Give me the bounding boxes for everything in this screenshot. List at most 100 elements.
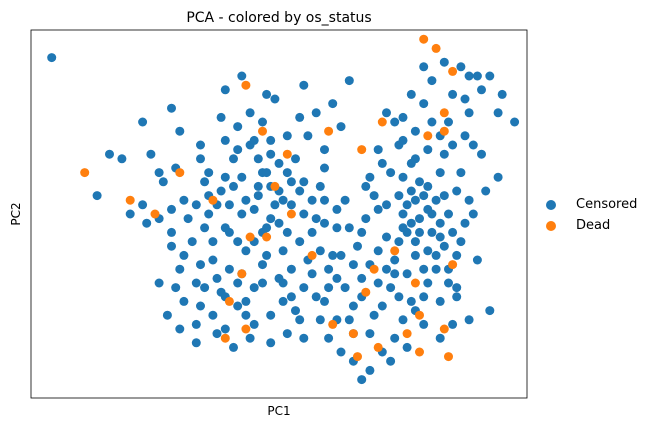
point-censored: [117, 154, 127, 164]
point-censored: [369, 191, 379, 201]
point-censored: [249, 283, 259, 293]
point-dead: [357, 145, 367, 155]
point-censored: [373, 246, 383, 256]
point-censored: [286, 292, 296, 302]
point-censored: [320, 296, 329, 306]
point-censored: [444, 117, 453, 127]
point-censored: [460, 218, 470, 228]
point-censored: [278, 246, 288, 256]
point-censored: [212, 329, 222, 339]
point-dead: [419, 34, 429, 44]
point-censored: [233, 145, 243, 155]
point-censored: [361, 181, 371, 191]
point-censored: [435, 333, 445, 343]
point-censored: [386, 356, 396, 366]
point-censored: [224, 264, 234, 274]
point-censored: [344, 315, 354, 325]
point-dead: [328, 319, 338, 329]
point-censored: [179, 296, 189, 306]
point-censored: [485, 71, 495, 81]
point-dead: [270, 181, 280, 191]
point-censored: [299, 283, 309, 293]
point-censored: [220, 85, 230, 95]
point-censored: [303, 131, 313, 141]
point-dead: [373, 342, 383, 352]
point-censored: [315, 315, 325, 325]
point-censored: [348, 260, 358, 270]
point-censored: [311, 292, 321, 302]
point-censored: [262, 168, 272, 178]
point-censored: [382, 200, 391, 210]
point-censored: [187, 237, 197, 247]
point-censored: [282, 227, 292, 237]
point-dead: [410, 278, 420, 288]
point-censored: [324, 333, 334, 343]
point-censored: [423, 181, 433, 191]
point-censored: [216, 112, 226, 122]
point-censored: [452, 186, 462, 196]
point-censored: [468, 209, 478, 219]
point-dead: [237, 269, 247, 279]
point-censored: [299, 177, 309, 187]
point-censored: [410, 250, 420, 260]
point-censored: [460, 94, 470, 104]
point-censored: [175, 126, 185, 136]
point-censored: [320, 195, 329, 205]
plot-frame: [30, 29, 528, 399]
point-censored: [406, 296, 416, 306]
point-censored: [332, 204, 342, 214]
point-censored: [200, 283, 210, 293]
point-censored: [419, 99, 429, 109]
point-censored: [340, 195, 350, 205]
point-censored: [229, 181, 238, 191]
point-censored: [452, 292, 462, 302]
point-censored: [452, 250, 462, 260]
point-dead: [390, 246, 400, 256]
point-censored: [191, 319, 201, 329]
point-censored: [415, 214, 424, 224]
point-censored: [270, 200, 280, 210]
point-censored: [196, 260, 205, 270]
point-censored: [311, 108, 321, 118]
point-censored: [220, 324, 230, 334]
point-censored: [262, 89, 272, 99]
point-censored: [439, 57, 449, 67]
point-censored: [191, 200, 201, 210]
point-censored: [167, 204, 176, 214]
point-censored: [253, 181, 263, 191]
legend-label-censored: Censored: [576, 197, 638, 212]
point-censored: [394, 191, 404, 201]
point-censored: [427, 209, 437, 219]
point-censored: [398, 112, 408, 122]
point-censored: [377, 301, 387, 311]
point-censored: [448, 319, 458, 329]
point-censored: [282, 131, 292, 141]
point-dead: [402, 329, 412, 339]
point-censored: [423, 278, 433, 288]
point-censored: [229, 342, 238, 352]
point-censored: [274, 218, 284, 228]
point-censored: [431, 250, 441, 260]
point-censored: [208, 255, 218, 265]
point-censored: [402, 342, 412, 352]
point-censored: [266, 310, 276, 320]
point-censored: [357, 273, 367, 283]
point-censored: [406, 186, 416, 196]
point-censored: [336, 347, 346, 357]
point-censored: [386, 283, 396, 293]
point-censored: [382, 108, 391, 118]
point-censored: [249, 204, 259, 214]
point-censored: [464, 195, 474, 205]
point-dead: [224, 296, 234, 306]
point-censored: [224, 200, 234, 210]
point-censored: [328, 99, 338, 109]
point-censored: [125, 209, 135, 219]
point-censored: [444, 278, 453, 288]
point-censored: [452, 283, 462, 293]
point-censored: [204, 168, 214, 178]
point-dead: [439, 108, 449, 118]
point-censored: [245, 333, 255, 343]
point-censored: [237, 209, 247, 219]
point-censored: [444, 209, 453, 219]
point-censored: [361, 214, 371, 224]
